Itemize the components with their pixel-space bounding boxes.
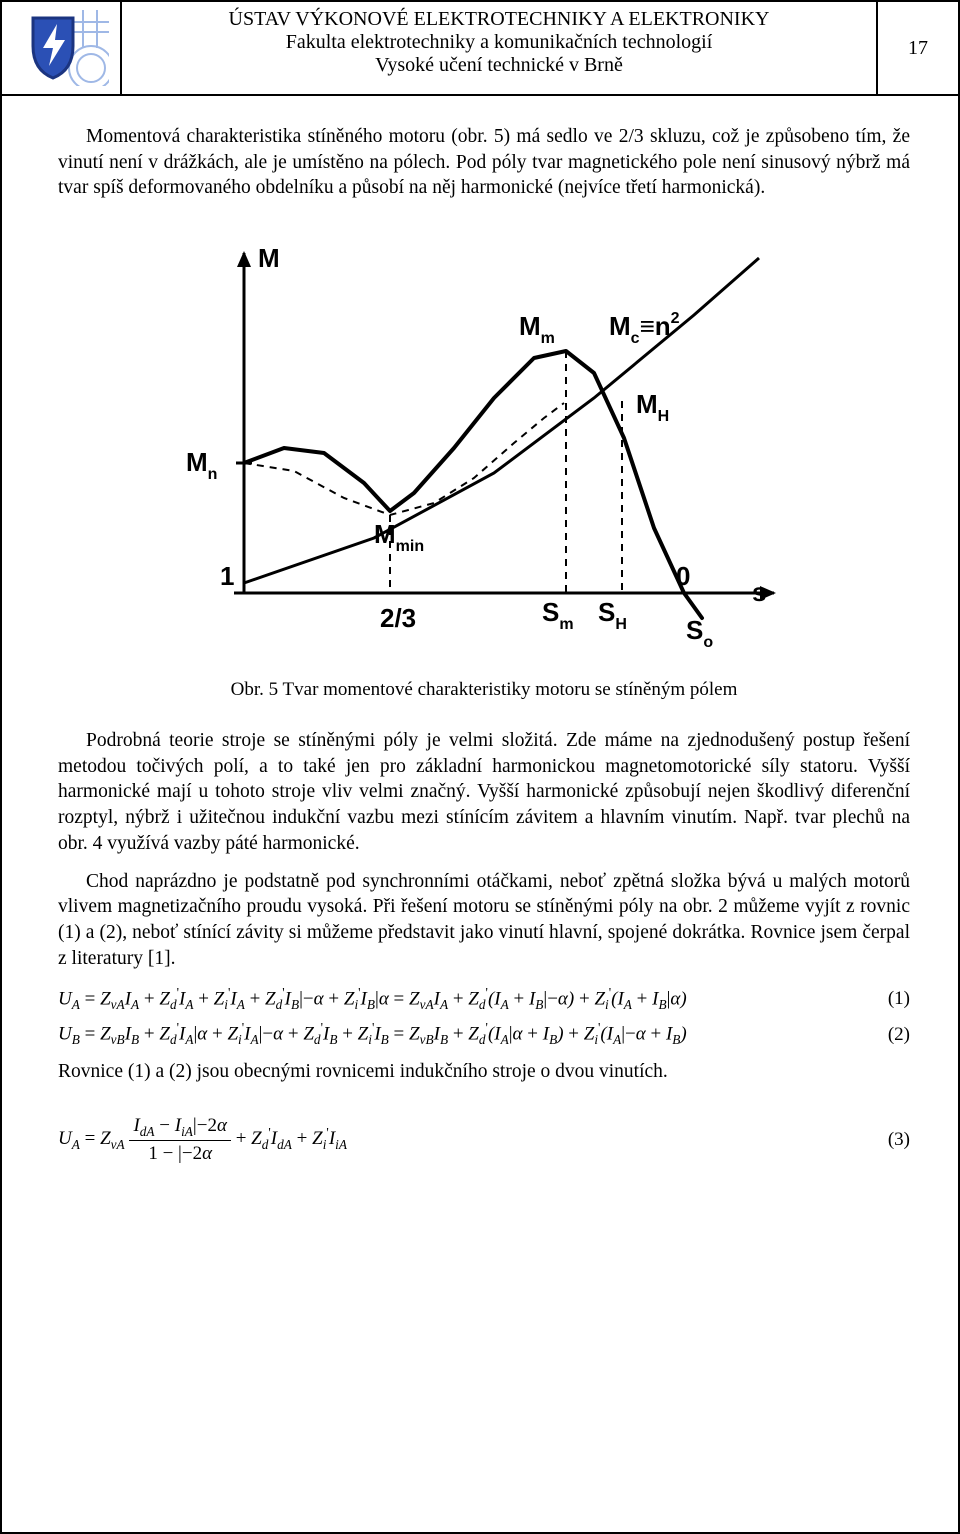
paragraph-1: Momentová charakteristika stíněného moto…: [58, 124, 910, 201]
svg-text:2/3: 2/3: [380, 603, 416, 633]
header-title-block: ÚSTAV VÝKONOVÉ ELEKTROTECHNIKY A ELEKTRO…: [122, 2, 876, 94]
university-logo-icon: [13, 10, 109, 86]
torque-characteristic-chart-icon: MMnMmMc≡n2MHMmin10sSmSHSo2/3: [174, 223, 794, 653]
svg-text:Sm: Sm: [542, 597, 574, 633]
paragraph-2: Podrobná teorie stroje se stíněnými póly…: [58, 728, 910, 857]
paragraph-4: Rovnice (1) a (2) jsou obecnými rovnicem…: [58, 1059, 910, 1085]
svg-text:Mn: Mn: [186, 447, 217, 483]
equation-3-number: (3): [866, 1127, 910, 1152]
page-header: ÚSTAV VÝKONOVÉ ELEKTROTECHNIKY A ELEKTRO…: [2, 2, 958, 96]
svg-text:So: So: [686, 615, 713, 651]
svg-text:SH: SH: [598, 597, 627, 633]
svg-text:Mc≡n2: Mc≡n2: [609, 310, 680, 347]
svg-text:Mm: Mm: [519, 311, 555, 347]
equation-2: UB = ZvBIB + Zd'IA|α + Zi'IA|−α + Zd'IB …: [58, 1019, 910, 1049]
header-line-3: Vysoké učení technické v Brně: [130, 54, 868, 77]
header-line-2: Fakulta elektrotechniky a komunikačních …: [130, 31, 868, 54]
figure-5-caption: Obr. 5 Tvar momentové charakteristiky mo…: [58, 677, 910, 702]
equation-1-number: (1): [866, 986, 910, 1011]
equation-1: UA = ZvAIA + Zd'IA + Zi'IA + Zd'IB|−α + …: [58, 984, 910, 1014]
equation-1-body: UA = ZvAIA + Zd'IA + Zi'IA + Zd'IB|−α + …: [58, 984, 866, 1014]
page: ÚSTAV VÝKONOVÉ ELEKTROTECHNIKY A ELEKTRO…: [0, 0, 960, 1534]
svg-text:s: s: [752, 577, 766, 607]
paragraph-3: Chod naprázdno je podstatně pod synchron…: [58, 869, 910, 972]
logo-cell: [2, 2, 122, 94]
header-line-1: ÚSTAV VÝKONOVÉ ELEKTROTECHNIKY A ELEKTRO…: [130, 8, 868, 31]
svg-text:0: 0: [676, 561, 690, 591]
svg-text:1: 1: [220, 561, 234, 591]
page-number: 17: [876, 2, 958, 94]
figure-5: MMnMmMc≡n2MHMmin10sSmSHSo2/3: [58, 223, 910, 661]
svg-text:MH: MH: [636, 389, 669, 425]
svg-text:M: M: [258, 243, 280, 273]
equation-3-body: UA = ZvA IdA − IiA|−2α 1 − |−2α + Zd'IdA…: [58, 1113, 866, 1166]
equation-2-body: UB = ZvBIB + Zd'IA|α + Zi'IA|−α + Zd'IB …: [58, 1019, 866, 1049]
page-body: Momentová charakteristika stíněného moto…: [2, 96, 958, 1192]
equation-2-number: (2): [866, 1022, 910, 1047]
equation-3: UA = ZvA IdA − IiA|−2α 1 − |−2α + Zd'IdA…: [58, 1113, 910, 1166]
